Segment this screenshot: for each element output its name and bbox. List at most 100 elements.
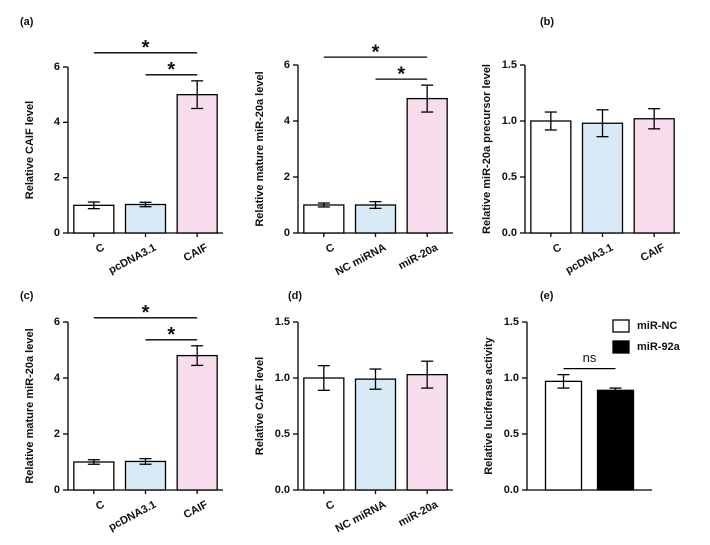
y-tick-label: 0 (284, 227, 290, 239)
error-bar (596, 109, 609, 138)
legend-label: miR-92a (637, 341, 681, 353)
chart-panel: Relative mature miR-20a level 0 2 4 6 CNC miR… (254, 41, 453, 278)
error-bar (87, 459, 100, 465)
significance-label: * (167, 59, 175, 81)
legend-label: miR-NC (637, 320, 677, 332)
bar (633, 118, 675, 234)
y-tick-label: 4 (54, 372, 61, 384)
y-axis-label: Relative CAIF level (254, 357, 266, 455)
x-tick-label: NC miRNA (334, 242, 389, 279)
panel-label: (b) (540, 16, 554, 28)
x-tick-label: pcDNA3.1 (107, 499, 159, 534)
y-tick-label: 6 (54, 316, 60, 328)
y-tick-label: 1.0 (275, 372, 290, 384)
y-axis-label: Relative mature miR-20a level (24, 328, 36, 483)
bar (354, 378, 397, 491)
bar (73, 461, 115, 491)
error-bar (191, 345, 204, 367)
x-tick-label: CAIF (182, 241, 211, 264)
y-tick-label: 0.0 (275, 484, 290, 496)
panel-label: (a) (20, 16, 34, 28)
y-tick-label: 0 (54, 484, 60, 496)
y-axis-label: Relative luciferase activity (483, 336, 495, 474)
x-tick-label: C (94, 242, 107, 256)
y-axis-label: Relative CAIF level (24, 101, 36, 199)
panel-label: (d) (288, 290, 302, 302)
chart-panel: (e) Relative luciferase activity 0.0 0.5 1.0… (483, 290, 681, 496)
x-tick-label: miR-20a (397, 241, 441, 272)
significance-label: * (372, 41, 380, 63)
error-bar (139, 201, 152, 208)
bar (303, 377, 345, 491)
legend-swatch (612, 340, 630, 354)
x-tick-label: pcDNA3.1 (564, 242, 616, 277)
error-bar (369, 200, 382, 210)
bar (406, 97, 448, 234)
y-tick-label: 0.5 (275, 428, 290, 440)
x-tick-label: C (324, 242, 337, 256)
x-tick-label: NC miRNA (334, 499, 389, 536)
panel-label: (e) (540, 290, 554, 302)
y-tick-label: 1.0 (502, 115, 517, 127)
y-tick-label: 4 (54, 116, 61, 128)
y-tick-label: 0.5 (504, 428, 519, 440)
significance-label: * (167, 324, 175, 346)
significance-label: * (142, 37, 150, 59)
y-axis-label: Relative mature miR-20a level (254, 71, 266, 226)
bar (124, 460, 167, 491)
bar (354, 204, 397, 234)
error-bar (557, 373, 570, 389)
chart-panel: (b) Relative miR-20a precursor level 0.0 0.… (481, 16, 680, 277)
legend-swatch (612, 319, 630, 333)
error-bar (609, 387, 622, 394)
error-bar (87, 201, 100, 210)
y-tick-label: 6 (284, 59, 290, 71)
y-tick-label: 0.5 (502, 171, 517, 183)
bar (176, 354, 218, 491)
error-bar (191, 80, 204, 110)
x-tick-label: C (94, 499, 107, 513)
y-tick-label: 2 (54, 428, 60, 440)
bar (544, 380, 583, 491)
y-tick-label: 2 (284, 171, 290, 183)
bar (596, 389, 635, 491)
significance-label: * (142, 302, 150, 324)
bar (406, 373, 448, 491)
significance-label: ns (583, 350, 597, 365)
x-tick-label: miR-20a (397, 498, 441, 529)
error-bar (369, 368, 382, 390)
y-tick-label: 1.5 (504, 316, 519, 328)
bar (530, 120, 572, 234)
chart-panel: (a) Relative CAIF level 0 2 4 6 C pcDNA3.1 CAIF *… (20, 16, 223, 277)
y-tick-label: 0.0 (502, 227, 517, 239)
bar (581, 122, 624, 234)
error-bar (421, 360, 434, 389)
y-tick-label: 4 (284, 115, 291, 127)
error-bar (648, 108, 661, 130)
y-tick-label: 0.0 (504, 484, 519, 496)
bar (73, 204, 115, 234)
chart-panel: (c) Relative mature miR-20a level 0 2 4 6 C pcD… (20, 290, 223, 534)
x-tick-label: pcDNA3.1 (107, 242, 159, 277)
bar (176, 94, 218, 234)
chart-panel: (d) Relative CAIF level 0.0 0.5 1.0 1.5 CNC mi… (254, 290, 453, 535)
x-tick-label: C (324, 499, 337, 513)
y-tick-label: 1.5 (502, 59, 517, 71)
error-bar (139, 457, 152, 465)
error-bar (317, 365, 330, 391)
y-tick-label: 1.5 (275, 316, 290, 328)
significance-label: * (397, 63, 405, 85)
x-tick-label: CAIF (639, 241, 668, 264)
bar (124, 203, 167, 234)
y-tick-label: 0 (54, 227, 60, 239)
error-bar (544, 111, 557, 131)
error-bar (317, 202, 330, 208)
y-tick-label: 2 (54, 172, 60, 184)
error-bar (421, 84, 434, 113)
y-tick-label: 1.0 (504, 372, 519, 384)
panel-label: (c) (20, 290, 34, 302)
y-axis-label: Relative miR-20a precursor level (481, 64, 493, 234)
x-tick-label: C (551, 242, 564, 256)
x-tick-label: CAIF (182, 498, 211, 521)
